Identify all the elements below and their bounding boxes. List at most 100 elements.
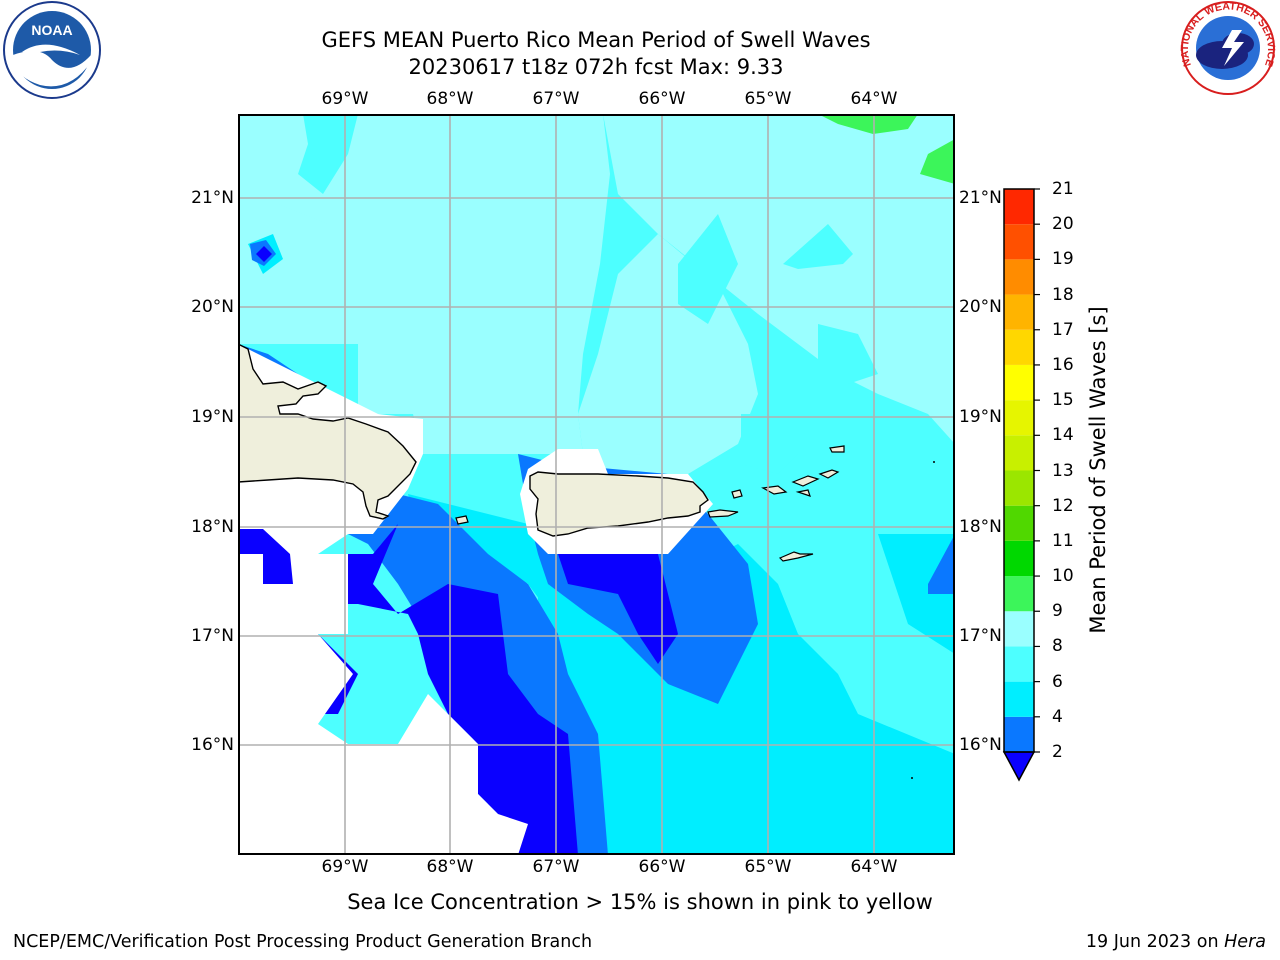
swell-band-6-8 (818, 324, 878, 384)
colorbar-cell (1004, 646, 1034, 682)
colorbar (1002, 188, 1040, 782)
noaa-logo-text: NOAA (31, 22, 72, 38)
swell-band-below-2 (238, 529, 293, 584)
colorbar-cell (1004, 364, 1034, 401)
colorbar-tick-label: 10 (1052, 566, 1074, 587)
colorbar-cell (1004, 259, 1034, 295)
colorbar-tick-label: 2 (1052, 742, 1063, 762)
footer-host: Hera (1224, 932, 1266, 952)
colorbar-tick-label: 12 (1052, 495, 1074, 516)
lat-label-right: 19°N (959, 407, 1002, 427)
colorbar-tick-label: 11 (1052, 530, 1074, 551)
lat-label-right: 20°N (959, 297, 1002, 317)
colorbar-cell (1004, 189, 1034, 225)
land-virgin-gorda (818, 469, 840, 479)
colorbar-cell (1004, 611, 1034, 647)
colorbar-tick-label: 9 (1052, 601, 1063, 622)
lon-label-top: 65°W (744, 89, 792, 109)
land-islet (933, 461, 935, 463)
colorbar-tick-label: 16 (1052, 354, 1074, 375)
lon-label-bottom: 65°W (744, 857, 792, 877)
lon-label-top: 67°W (532, 89, 580, 109)
lat-label-left: 20°N (191, 297, 234, 317)
chart-title: GEFS MEAN Puerto Rico Mean Period of Swe… (321, 28, 871, 52)
lon-label-bottom: 64°W (850, 857, 898, 877)
colorbar-tick-label: 18 (1052, 284, 1074, 305)
colorbar-tick-label: 4 (1052, 706, 1063, 727)
colorbar-extend-arrow (1002, 751, 1036, 782)
land-mona-island (455, 515, 469, 525)
map-panel (238, 114, 955, 855)
land-puerto-rico (529, 471, 709, 537)
colorbar-tick-label: 19 (1052, 249, 1074, 270)
swell-band-9-10 (920, 139, 955, 184)
land-anegada (829, 445, 845, 453)
swell-band-6-8 (783, 224, 853, 269)
land-st-croix (778, 551, 814, 562)
swell-band-below-2 (256, 246, 272, 262)
sea-ice-caption: Sea Ice Concentration > 15% is shown in … (347, 890, 933, 914)
land-culebra (731, 489, 743, 499)
footer-date-text: 19 Jun 2023 on (1085, 932, 1219, 952)
lon-label-top: 68°W (426, 89, 474, 109)
colorbar-cell (1004, 329, 1034, 365)
colorbar-cell (1004, 716, 1034, 752)
colorbar-cell (1004, 505, 1034, 541)
lon-label-top: 69°W (321, 89, 369, 109)
lat-label-left: 21°N (191, 188, 234, 208)
chart-subtitle: 20230617 t18z 072h fcst Max: 9.33 (408, 55, 784, 79)
logos: NOAA NATIONAL WEATHER SERVICE (3, 0, 1277, 99)
colorbar-label: Mean Period of Swell Waves [s] (1086, 306, 1110, 634)
colorbar-tick-label: 6 (1052, 671, 1063, 692)
lon-label-bottom: 67°W (532, 857, 580, 877)
colorbar-cell (1004, 224, 1034, 260)
lat-label-right: 17°N (959, 626, 1002, 646)
map-frame (238, 114, 955, 855)
land-hispaniola (238, 343, 417, 520)
land-vieques (707, 509, 739, 518)
lat-label-left: 18°N (191, 517, 234, 537)
lat-label-left: 16°N (191, 735, 234, 755)
colorbar-cell (1004, 470, 1034, 506)
lat-label-left: 19°N (191, 407, 234, 427)
colorbar-cell (1004, 435, 1034, 471)
lon-label-bottom: 69°W (321, 857, 369, 877)
colorbar-tick-label: 14 (1052, 425, 1074, 446)
swell-band-8-9 (238, 174, 348, 364)
swell-band-6-8 (298, 114, 358, 194)
lon-label-top: 66°W (638, 89, 686, 109)
swell-band-2-4 (928, 534, 955, 594)
colorbar-tick-label: 20 (1052, 214, 1074, 235)
lat-label-left: 17°N (191, 626, 234, 646)
lat-label-right: 21°N (959, 188, 1002, 208)
lat-label-right: 18°N (959, 517, 1002, 537)
map-grid (238, 114, 955, 855)
colorbar-tick-label: 13 (1052, 460, 1074, 481)
land-islet (911, 777, 913, 779)
nws-logo: NATIONAL WEATHER SERVICE (1179, 0, 1277, 95)
swell-band-4-6 (878, 534, 955, 654)
lon-label-bottom: 66°W (638, 857, 686, 877)
colorbar-cell (1004, 294, 1034, 330)
land-st-john (795, 489, 811, 497)
footer-credit: NCEP/EMC/Verification Post Processing Pr… (13, 932, 593, 952)
noaa-logo: NOAA (3, 1, 101, 99)
colorbar-cell (1004, 540, 1034, 577)
lon-label-bottom: 68°W (426, 857, 474, 877)
lat-label-right: 16°N (959, 735, 1002, 755)
colorbar-cell (1004, 400, 1034, 436)
footer-date: 19 Jun 2023 on Hera (1086, 932, 1266, 952)
colorbar-tick-label: 8 (1052, 636, 1063, 657)
swell-band-below-2 (318, 524, 578, 855)
swell-band-9-10 (818, 114, 918, 134)
colorbar-tick-label: 21 (1052, 179, 1074, 199)
colorbar-tick-label: 17 (1052, 319, 1074, 340)
colorbar-tick-label: 15 (1052, 390, 1074, 411)
lon-label-top: 64°W (850, 89, 898, 109)
swell-band-6-8 (678, 214, 738, 324)
swell-band-6-8 (741, 414, 798, 474)
colorbar-cell (1004, 576, 1034, 612)
no-data-region (238, 554, 528, 855)
colorbar-cell (1004, 681, 1034, 717)
land-tortola (791, 475, 820, 487)
